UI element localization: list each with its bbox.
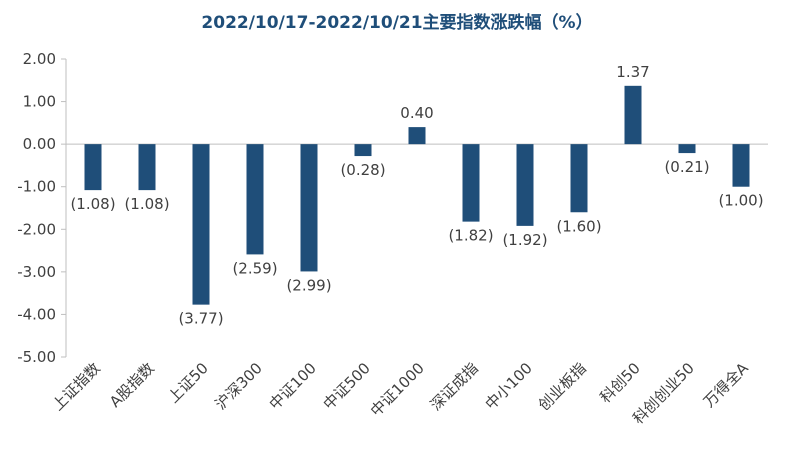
bar <box>84 144 102 191</box>
bar <box>408 127 426 145</box>
bar <box>354 144 372 157</box>
y-tick-label: 1.00 <box>23 93 56 111</box>
y-tick-label: 2.00 <box>23 50 56 68</box>
y-tick-label: -2.00 <box>17 220 56 238</box>
data-label: (1.60) <box>556 217 601 235</box>
y-tick-label: -1.00 <box>17 178 56 196</box>
category-label: 中证100 <box>266 359 320 413</box>
category-label: 沪深300 <box>212 359 266 413</box>
data-label: (1.08) <box>124 195 169 213</box>
y-tick-label: -4.00 <box>17 305 56 323</box>
data-label: (0.28) <box>340 161 385 179</box>
category-label: 创业板指 <box>535 359 590 414</box>
y-tick-label: -3.00 <box>17 263 56 281</box>
data-label: (2.59) <box>232 259 277 277</box>
data-label: (3.77) <box>178 310 223 328</box>
bar <box>624 85 642 145</box>
bar <box>246 144 264 255</box>
data-label: (1.92) <box>502 231 547 249</box>
data-label: 0.40 <box>400 104 433 122</box>
bar <box>570 144 588 213</box>
category-label: 中证1000 <box>367 359 428 420</box>
data-label: (0.21) <box>664 158 709 176</box>
category-label: 深证成指 <box>427 359 482 414</box>
data-label: 1.37 <box>616 63 649 81</box>
category-label: A股指数 <box>106 359 158 411</box>
chart-title: 2022/10/17-2022/10/21主要指数涨跌幅（%） <box>201 13 593 33</box>
category-label: 万得全A <box>700 359 752 411</box>
bar <box>462 144 480 222</box>
bar <box>516 144 534 226</box>
data-label: (1.82) <box>448 227 493 245</box>
data-label: (2.99) <box>286 276 331 294</box>
y-tick-label: -5.00 <box>17 348 56 366</box>
bar <box>192 144 210 305</box>
category-label: 中小100 <box>482 359 536 413</box>
bar <box>678 144 696 154</box>
data-label: (1.00) <box>718 192 763 210</box>
category-label: 上证指数 <box>49 359 104 414</box>
category-label: 中证500 <box>320 359 374 413</box>
bar <box>300 144 318 272</box>
bar <box>732 144 750 187</box>
category-label: 上证50 <box>164 359 211 406</box>
bar <box>138 144 156 191</box>
category-label: 科创50 <box>596 359 643 406</box>
y-tick-label: 0.00 <box>23 135 56 153</box>
data-label: (1.08) <box>70 195 115 213</box>
